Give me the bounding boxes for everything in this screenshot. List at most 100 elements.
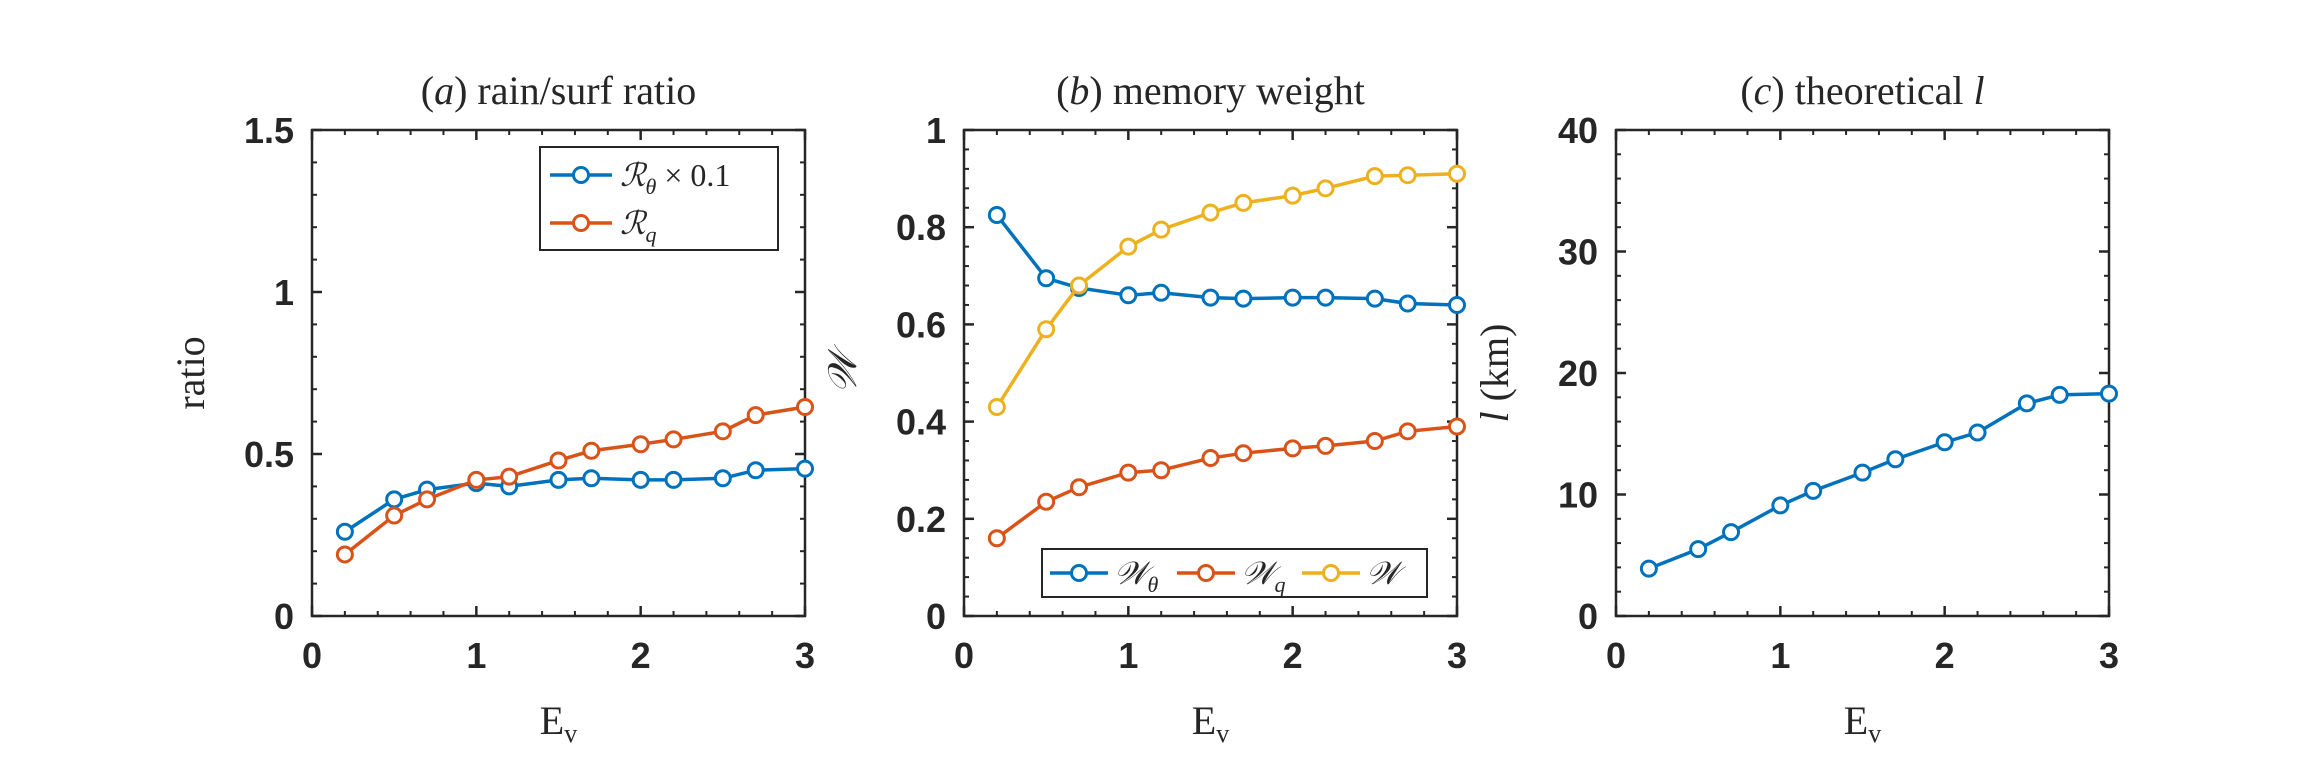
- panel-title: (c) theoretical l: [1740, 68, 1984, 113]
- data-point: [631, 470, 650, 489]
- x-tick-label: 1: [1118, 635, 1138, 676]
- y-axis-label: 𝒲: [820, 343, 865, 394]
- data-point: [1119, 286, 1138, 305]
- data-point: [987, 206, 1006, 225]
- data-point: [1316, 436, 1335, 455]
- x-tick-label: 0: [1606, 635, 1626, 676]
- data-point: [1398, 294, 1417, 313]
- series-line: [1648, 391, 2110, 571]
- data-point: [796, 398, 814, 417]
- x-axis-label: Ev: [1192, 698, 1229, 748]
- series-line: [995, 424, 1458, 540]
- data-point: [1283, 186, 1302, 205]
- data-point: [1234, 444, 1253, 463]
- data-point: [1804, 481, 1823, 500]
- legend-marker: [1197, 564, 1215, 582]
- axes-box: [962, 128, 1459, 618]
- data-point: [1234, 289, 1253, 308]
- data-point: [713, 469, 732, 488]
- data-point: [987, 529, 1006, 548]
- y-tick-label: 1: [926, 110, 946, 151]
- data-point: [1152, 461, 1171, 480]
- data-point: [385, 490, 404, 509]
- data-point: [1968, 423, 1987, 442]
- y-tick-label: 0.5: [244, 434, 294, 475]
- y-tick-label: 20: [1558, 353, 1598, 394]
- data-point: [1070, 276, 1089, 295]
- legend-label: ℛθ × 0.1: [620, 157, 730, 199]
- axes-box: [1614, 128, 2111, 618]
- data-point: [1152, 220, 1171, 239]
- series-w: [987, 164, 1466, 417]
- legend-marker: [572, 166, 590, 184]
- y-tick-label: 1: [274, 272, 294, 313]
- y-tick-label: 0.2: [896, 499, 946, 540]
- legend: 𝒲θ 𝒲q 𝒲: [1041, 548, 1428, 598]
- x-tick-label: 3: [2099, 635, 2119, 676]
- y-tick-label: 0: [274, 596, 294, 637]
- data-point: [2100, 384, 2118, 403]
- data-point: [1283, 288, 1302, 307]
- data-point: [1201, 449, 1220, 468]
- data-point: [1771, 496, 1790, 515]
- data-point: [1316, 288, 1335, 307]
- data-point: [1722, 523, 1741, 542]
- data-point: [1448, 164, 1466, 183]
- data-point: [746, 406, 765, 425]
- series-w-theta: [987, 206, 1466, 314]
- x-axis-label: Ev: [1844, 698, 1881, 748]
- data-point: [987, 398, 1006, 417]
- data-point: [1365, 432, 1384, 451]
- x-tick-label: 1: [466, 635, 486, 676]
- data-point: [1398, 166, 1417, 185]
- data-point: [335, 522, 354, 541]
- data-point: [1689, 540, 1708, 559]
- data-point: [1935, 433, 1954, 452]
- panel-a: 0 1 2 3 0 0.5 1 1.5 (a) rain/surf ratio Ev ratio ℛθ…: [168, 68, 815, 748]
- legend-label: ℛq: [620, 205, 657, 247]
- legend-box: [539, 146, 779, 251]
- x-tick-label: 3: [1447, 635, 1467, 676]
- y-tick-label: 0.6: [896, 304, 946, 345]
- y-tick-label: 1.5: [244, 110, 294, 151]
- panel-title: (b) memory weight: [1056, 68, 1365, 113]
- x-tick-label: 0: [954, 635, 974, 676]
- y-tick-label: 0: [1578, 596, 1598, 637]
- data-point: [1037, 492, 1056, 511]
- x-tick-label: 3: [795, 635, 815, 676]
- data-point: [1365, 289, 1384, 308]
- y-tick-label: 0: [926, 596, 946, 637]
- data-point: [1886, 450, 1905, 469]
- y-tick-label: 40: [1558, 110, 1598, 151]
- series-line: [343, 466, 806, 534]
- y-tick-label: 0.8: [896, 207, 946, 248]
- y-axis-label: l (km): [1472, 324, 1517, 423]
- data-point: [1639, 559, 1658, 578]
- data-point: [1119, 463, 1138, 482]
- data-point: [1448, 417, 1466, 436]
- data-point: [2050, 385, 2069, 404]
- y-tick-label: 30: [1558, 232, 1598, 273]
- data-point: [1201, 203, 1220, 222]
- data-point: [1234, 193, 1253, 212]
- panel-title: (a) rain/surf ratio: [421, 68, 696, 113]
- data-point: [549, 470, 568, 489]
- series-l: [1639, 384, 2118, 578]
- data-point: [335, 545, 354, 564]
- panel-b: 0 1 2 3 0 0.2 0.4 0.6 0.8 1 (b) memory weight Ev 𝒲 𝒲θ…: [820, 68, 1467, 748]
- data-point: [713, 422, 732, 441]
- data-point: [1119, 237, 1138, 256]
- x-tick-label: 2: [1935, 635, 1955, 676]
- data-point: [631, 435, 650, 454]
- series-r-q: [335, 398, 814, 564]
- data-point: [1316, 179, 1335, 198]
- x-tick-label: 1: [1770, 635, 1790, 676]
- data-point: [1448, 295, 1466, 314]
- legend-label: 𝒲θ: [1114, 555, 1159, 597]
- y-tick-label: 10: [1558, 475, 1598, 516]
- legend-entry: ℛq: [550, 205, 657, 247]
- data-point: [1152, 283, 1171, 302]
- data-point: [582, 441, 601, 460]
